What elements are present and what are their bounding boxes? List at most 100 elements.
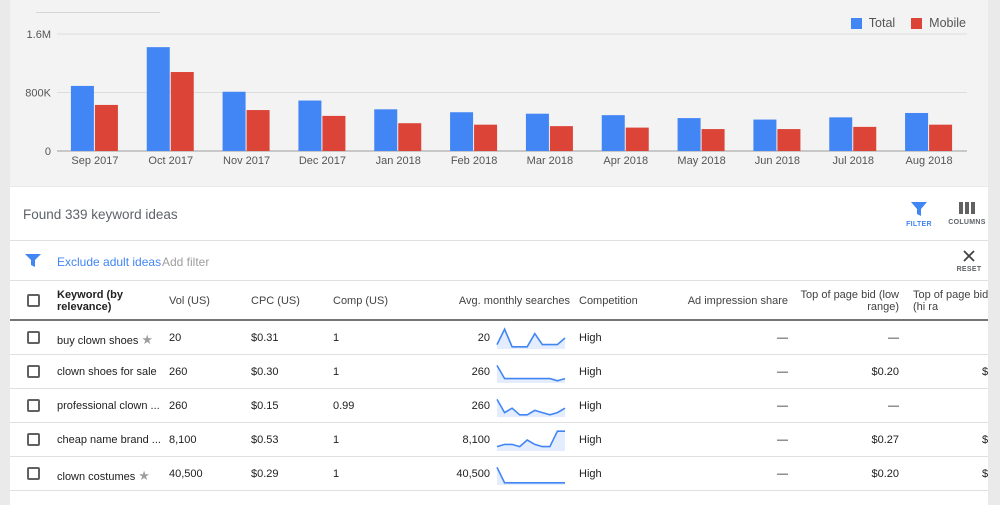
search-volume-chart: 0 800K 1.6M Sep 2017 Oct 2017 Nov 2017 Dec 201… [25,29,967,167]
row-checkbox[interactable] [27,399,40,412]
x-tick-label: Feb 2018 [451,155,497,167]
bid-low-cell: $0.20 [871,366,899,378]
y-tick-label: 800K [25,88,51,100]
x-tick-label: Apr 2018 [603,155,648,167]
cpc-cell: $0.31 [251,332,279,344]
bar-total [374,109,398,151]
ad-impression-share-cell: — [777,434,788,446]
bar-mobile [474,124,498,151]
x-tick-label: Jul 2018 [832,155,874,167]
bar-total [70,85,94,151]
filter-button-label: FILTER [906,221,932,228]
keyword-cell[interactable]: clown shoes for sale [57,366,157,378]
filter-button[interactable]: FILTER [899,201,939,228]
column-header-competition[interactable]: Competition [579,295,638,307]
keyword-cell[interactable]: professional clown ... [57,400,160,412]
vol-cell: 260 [169,400,188,412]
bid-high-cell: $ [982,468,988,480]
bar-mobile [94,104,118,151]
bid-low-cell: — [888,332,899,344]
comp-cell: 1 [333,468,340,480]
cpc-cell: $0.53 [251,434,279,446]
sparkline-line [496,327,566,348]
keyword-cell[interactable]: cheap name brand ... [57,434,161,446]
legend-item-total[interactable]: Total [850,16,895,30]
competition-cell: High [579,366,602,378]
x-tick-label: Dec 2017 [299,155,346,167]
cpc-cell: $0.29 [251,468,279,480]
add-filter-link[interactable]: Add filter [162,255,210,269]
select-all-checkbox[interactable] [27,294,40,307]
table-row[interactable]: clown costumes ★ 40,500 $0.29 1 40,500 High — $0… [10,457,988,491]
bar-mobile [322,115,346,151]
column-header-keyword[interactable]: Keyword (by relevance) [57,289,124,313]
legend-item-mobile[interactable]: Mobile [911,16,966,30]
bid-high-cell: $ [982,366,988,378]
filter-icon [911,202,927,216]
table-row[interactable]: clown shoes for sale 260 $0.30 1 260 High — $0.… [10,355,988,389]
vol-cell: 40,500 [169,468,203,480]
reset-button[interactable]: RESET [951,249,987,273]
chart-legend: Total Mobile [850,16,966,30]
column-header-comp[interactable]: Comp (US) [333,295,389,307]
bar-mobile [246,110,270,151]
x-tick-label: Mar 2018 [527,155,573,167]
column-header-ad-impression-share[interactable]: Ad impression share [687,295,788,307]
divider [10,280,988,281]
y-tick-label: 1.6M [27,29,51,41]
column-header-avg-monthly-searches[interactable]: Avg. monthly searches [458,295,570,307]
star-icon[interactable]: ★ [138,468,150,483]
ad-impression-share-cell: — [777,366,788,378]
reset-button-label: RESET [956,266,982,273]
sparkline-line [496,399,566,416]
row-checkbox[interactable] [27,433,40,446]
table-row[interactable]: buy clown shoes ★ 20 $0.31 1 20 High — — [10,321,988,355]
sparkline-line [496,430,565,448]
column-header-cpc[interactable]: CPC (US) [251,295,300,307]
column-header-bid-low[interactable]: Top of page bid (low range) [800,289,899,313]
columns-button[interactable]: COLUMNS [947,201,987,226]
vol-cell: 20 [169,332,182,344]
y-tick-label: 0 [45,146,51,158]
filter-bar: Exclude adult ideas Add filter RESET [10,241,988,281]
star-icon[interactable]: ★ [141,332,153,347]
row-checkbox[interactable] [27,467,40,480]
comp-cell: 1 [333,366,340,378]
bar-total [146,47,170,151]
avg-monthly-searches-cell: 40,500 [456,468,490,480]
ad-impression-share-cell: — [777,332,788,344]
column-header-vol[interactable]: Vol (US) [169,295,210,307]
trend-sparkline [496,467,565,485]
bar-total [829,117,853,151]
bar-total [905,112,929,151]
found-count-text: Found 339 keyword ideas [23,207,178,222]
bar-total [753,119,777,151]
bar-total [677,118,701,151]
keyword-cell[interactable]: clown costumes ★ [57,468,150,483]
trend-sparkline [496,399,566,417]
column-header-bid-high[interactable]: Top of page bid (hi ra [913,289,988,313]
bar-total [601,115,625,151]
row-checkbox[interactable] [27,365,40,378]
bar-mobile [853,126,877,151]
keyword-cell[interactable]: buy clown shoes ★ [57,332,153,347]
close-icon [963,250,975,262]
x-tick-label: Jan 2018 [376,155,421,167]
table-row[interactable]: cheap name brand ... 8,100 $0.53 1 8,100 High… [10,423,988,457]
table-row[interactable]: professional clown ... 260 $0.15 0.99 260 Hig… [10,389,988,423]
bar-mobile [777,129,801,151]
cpc-cell: $0.30 [251,366,279,378]
sparkline-area [497,399,565,417]
comp-cell: 0.99 [333,400,355,412]
filter-chip-exclude-adult[interactable]: Exclude adult ideas [57,255,162,269]
filter-funnel-icon[interactable] [25,254,41,268]
sparkline-area [497,431,565,451]
vol-cell: 260 [169,366,188,378]
legend-label-mobile: Mobile [929,16,966,30]
ad-impression-share-cell: — [777,468,788,480]
row-checkbox[interactable] [27,331,40,344]
bar-total [298,100,322,151]
bar-total [222,91,246,151]
x-tick-label: Nov 2017 [223,155,270,167]
legend-swatch-total [850,17,862,29]
